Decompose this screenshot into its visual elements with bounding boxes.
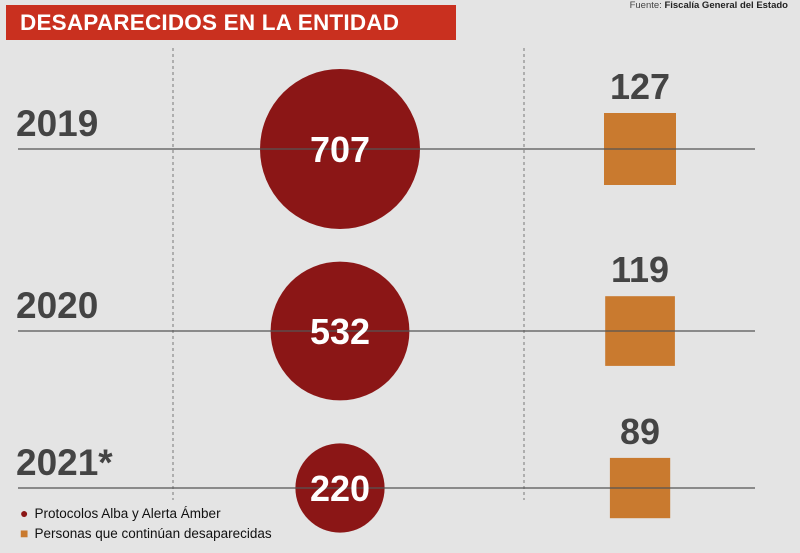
square-value-2021: 89 bbox=[620, 411, 660, 452]
legend-square-marker: ■ bbox=[20, 525, 29, 541]
year-label-2020: 2020 bbox=[16, 285, 98, 326]
legend-circle-marker: ● bbox=[20, 505, 29, 521]
legend-item-squares: ■ Personas que continúan desaparecidas bbox=[20, 525, 272, 541]
chart-title: DESAPARECIDOS EN LA ENTIDAD bbox=[20, 10, 400, 35]
circle-value-2021: 220 bbox=[310, 468, 370, 509]
circle-value-2019: 707 bbox=[310, 129, 370, 170]
source-label: Fuente: bbox=[629, 0, 662, 11]
source-note: Fuente: Fiscalía General del Estado bbox=[630, 0, 788, 11]
title-bar: DESAPARECIDOS EN LA ENTIDAD bbox=[6, 5, 456, 40]
legend-circle-label: Protocolos Alba y Alerta Ámber bbox=[34, 506, 221, 521]
square-value-2020: 119 bbox=[611, 249, 669, 290]
source-value: Fiscalía General del Estado bbox=[664, 0, 788, 11]
legend-item-circles: ● Protocolos Alba y Alerta Ámber bbox=[20, 505, 221, 521]
year-label-2019: 2019 bbox=[16, 103, 98, 144]
circle-value-2020: 532 bbox=[310, 311, 370, 352]
legend-square-label: Personas que continúan desaparecidas bbox=[34, 526, 272, 541]
year-label-2021: 2021* bbox=[16, 442, 113, 483]
square-value-2019: 127 bbox=[610, 66, 670, 107]
